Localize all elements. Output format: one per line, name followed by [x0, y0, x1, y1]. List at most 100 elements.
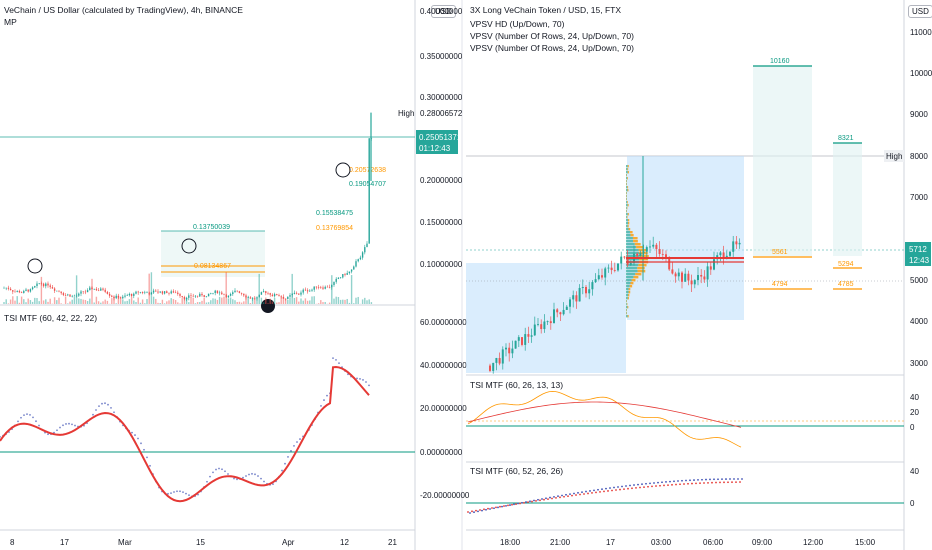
candle — [639, 250, 642, 257]
right-price-tick: 3000 — [910, 359, 928, 368]
candle — [25, 287, 27, 292]
candle — [364, 244, 366, 255]
candle — [533, 316, 536, 337]
left-circle-marker — [335, 162, 351, 178]
candle — [326, 285, 329, 288]
candle — [95, 286, 98, 291]
candle — [174, 290, 177, 294]
candle — [122, 294, 124, 299]
candle — [223, 293, 225, 296]
candle — [348, 271, 351, 275]
candle — [677, 268, 680, 281]
candle — [317, 284, 320, 290]
right-price-tick: 5000 — [910, 276, 928, 285]
candle — [221, 290, 223, 295]
candle — [306, 288, 309, 294]
candle — [23, 289, 25, 294]
candle — [168, 292, 170, 296]
candle — [133, 292, 135, 299]
candle — [104, 287, 106, 294]
right-indicator-3: VPSV (Number Of Rows, 24, Up/Down, 70) — [470, 43, 634, 53]
right-price-tick: 7000 — [910, 193, 928, 202]
left-chart-title: VeChain / US Dollar (calculated by Tradi… — [4, 5, 243, 15]
left-time-tick: 17 — [60, 538, 69, 547]
right-annotation: 4785 — [838, 281, 854, 288]
right-currency-button[interactable]: USD — [908, 5, 932, 18]
candle — [214, 289, 216, 296]
right-tsi2-title: TSI MTF (60, 52, 26, 26) — [470, 466, 564, 476]
candle — [687, 270, 690, 286]
candle — [97, 288, 100, 292]
left-annotation: 0.13750039 — [193, 224, 230, 231]
candle — [267, 291, 269, 295]
right-time-tick: 18:00 — [500, 538, 521, 547]
candle — [236, 290, 238, 293]
left-time-tick: 8 — [10, 538, 15, 547]
candle — [315, 286, 318, 290]
candle — [585, 284, 587, 298]
candle — [207, 293, 210, 297]
candle — [20, 291, 23, 294]
right-countdown: 12:43 — [909, 256, 930, 265]
left-time-tick: 21 — [388, 538, 397, 547]
candle — [620, 251, 623, 270]
candle — [80, 290, 82, 297]
left-tsi-tick: -20.00000000 — [420, 491, 470, 500]
candle — [205, 296, 208, 298]
candle — [289, 293, 291, 299]
right-indicator-1: VPSV HD (Up/Down, 70) — [470, 19, 565, 29]
candle — [269, 292, 271, 297]
left-chart-subtitle: MP — [4, 17, 17, 27]
right-time-tick: 12:00 — [803, 538, 824, 547]
right-annotation: 8321 — [838, 135, 854, 142]
candle — [298, 293, 300, 295]
candle — [693, 279, 696, 289]
candle — [623, 256, 626, 260]
candle — [709, 262, 712, 275]
candle — [636, 252, 639, 258]
left-currency-button[interactable]: USD — [431, 5, 456, 18]
right-chart-title: 3X Long VeChain Token / USD, 15, FTX — [470, 5, 622, 15]
candle — [27, 289, 29, 293]
candle — [218, 290, 221, 296]
left-candles — [3, 112, 373, 304]
candle — [64, 293, 67, 297]
candle — [498, 352, 501, 366]
candle — [700, 269, 703, 284]
candle — [240, 292, 243, 296]
candle — [311, 288, 313, 292]
candle — [738, 238, 741, 249]
candle — [5, 287, 7, 291]
candle — [559, 311, 562, 322]
candle — [196, 295, 199, 298]
candle — [155, 289, 157, 292]
candle — [346, 270, 348, 276]
candle — [489, 363, 491, 373]
candle — [674, 271, 677, 283]
candle — [355, 259, 357, 268]
left-tsi-tick: 60.00000000 — [420, 318, 467, 327]
candle — [649, 240, 651, 253]
right-tsi2-tick: 40 — [910, 467, 919, 476]
candle — [229, 292, 232, 297]
candle — [350, 269, 353, 274]
candle — [199, 292, 201, 298]
candle — [108, 292, 111, 298]
candle — [271, 293, 274, 297]
right-price-tick: 9000 — [910, 110, 928, 119]
candle — [337, 277, 340, 280]
candle — [3, 286, 5, 289]
candle — [16, 290, 18, 293]
right-tsi1-title: TSI MTF (60, 26, 13, 13) — [470, 380, 564, 390]
right-tsi1-tick: 40 — [910, 393, 919, 402]
candle — [642, 244, 645, 258]
candle — [309, 289, 311, 292]
candle — [194, 294, 197, 299]
candle — [190, 293, 192, 298]
right-zone-left — [466, 263, 626, 373]
candle — [93, 288, 95, 291]
candle — [53, 287, 56, 293]
left-circle-marker — [261, 299, 275, 313]
left-countdown: 01:12:43 — [419, 144, 451, 153]
candle — [166, 290, 168, 294]
